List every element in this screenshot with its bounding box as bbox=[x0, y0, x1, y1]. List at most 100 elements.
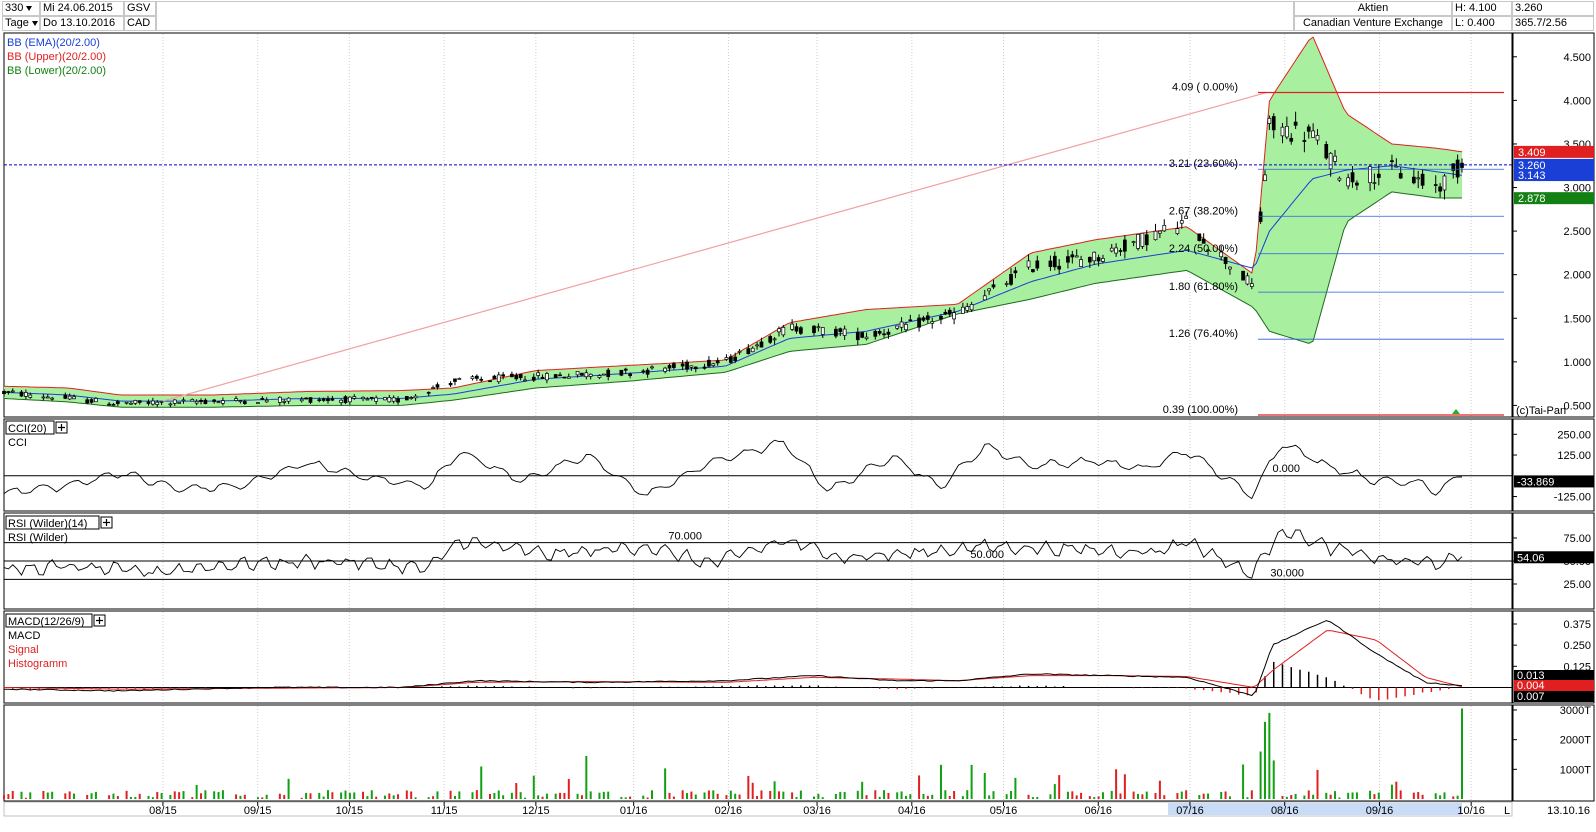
candle-body bbox=[1311, 130, 1315, 138]
extra-value: 365.7/2.56 bbox=[1512, 16, 1594, 31]
candle-body bbox=[838, 328, 843, 332]
candle-body bbox=[1223, 256, 1228, 265]
candle-body bbox=[531, 376, 536, 381]
candle-body bbox=[352, 396, 357, 399]
candle-body bbox=[540, 376, 545, 379]
candle-body bbox=[343, 396, 348, 404]
fibonacci-label: 2.24 (50.00%) bbox=[1169, 243, 1238, 255]
candle-body bbox=[518, 373, 523, 379]
fibonacci-label: 3.21 (23.60%) bbox=[1169, 158, 1238, 170]
cci-axis-label: 250.00 bbox=[1557, 429, 1591, 441]
candle-body bbox=[1438, 186, 1442, 192]
candle-body bbox=[238, 400, 243, 403]
candle-body bbox=[1079, 259, 1083, 267]
candle-body bbox=[755, 344, 759, 347]
candle-body bbox=[939, 316, 943, 320]
fibonacci-label: 1.26 (76.40%) bbox=[1169, 328, 1238, 340]
candle-body bbox=[523, 379, 527, 382]
period-select[interactable]: Tage bbox=[2, 16, 40, 31]
candle-body bbox=[1368, 166, 1372, 184]
candle-body bbox=[115, 401, 120, 404]
candle-body bbox=[317, 399, 322, 402]
candle-body bbox=[895, 325, 900, 329]
x-axis-mode: L bbox=[1504, 805, 1510, 817]
candle-body bbox=[133, 400, 138, 404]
rsi-level-label: 30.000 bbox=[1270, 567, 1304, 579]
candle-body bbox=[834, 328, 838, 337]
candle-body bbox=[1118, 250, 1123, 252]
candle-body bbox=[365, 398, 370, 401]
candle-body bbox=[111, 403, 116, 406]
candle-body bbox=[501, 374, 505, 377]
volume-panel-axis bbox=[1512, 704, 1595, 802]
date-selection-range bbox=[1168, 803, 1462, 815]
candle-body bbox=[203, 399, 208, 405]
cci-line bbox=[3, 439, 1463, 500]
candle-body bbox=[457, 378, 462, 380]
copyright-label: (c)Tai-Pan bbox=[1516, 405, 1566, 417]
candle-body bbox=[1289, 137, 1294, 142]
candle-body bbox=[1337, 177, 1342, 181]
macd-value-tag bbox=[1514, 691, 1594, 702]
symbol-select[interactable]: 330 bbox=[2, 1, 40, 16]
candle-body bbox=[1057, 265, 1062, 270]
candle-body bbox=[1158, 230, 1162, 234]
candle-body bbox=[1179, 220, 1184, 224]
candle-body bbox=[212, 399, 217, 402]
candle-body bbox=[882, 333, 886, 336]
candle-body bbox=[479, 378, 484, 381]
candle-body bbox=[759, 341, 764, 348]
candle-body bbox=[711, 363, 716, 366]
currency: CAD bbox=[124, 16, 156, 31]
price-axis-label: 3.000 bbox=[1563, 183, 1591, 195]
candle-body bbox=[369, 396, 374, 399]
candle-body bbox=[383, 397, 387, 401]
x-axis-label: 11/15 bbox=[431, 805, 458, 817]
candle-body bbox=[475, 375, 479, 379]
candle-body bbox=[409, 397, 414, 399]
macd-value-tag bbox=[1514, 680, 1594, 691]
rsi-value-text: 54.06 bbox=[1517, 552, 1545, 564]
cci-axis-label: 125.00 bbox=[1557, 450, 1591, 462]
x-axis-label: 10/16 bbox=[1457, 805, 1485, 817]
candle-body bbox=[1451, 163, 1456, 171]
candle-body bbox=[348, 396, 352, 403]
plus-icon bbox=[58, 424, 65, 431]
fibonacci-label: 0.39 (100.00%) bbox=[1163, 404, 1238, 416]
candle-body bbox=[566, 376, 571, 379]
candle-body bbox=[908, 319, 913, 322]
candle-body bbox=[1328, 152, 1333, 170]
candle-body bbox=[1101, 258, 1105, 262]
candle-body bbox=[1285, 126, 1289, 138]
candle-body bbox=[943, 311, 948, 315]
candle-body bbox=[1162, 224, 1167, 232]
x-axis-label: 07/16 bbox=[1176, 805, 1204, 817]
date-to: Do 13.10.2016 bbox=[40, 16, 124, 31]
price-axis-label: 1.500 bbox=[1563, 313, 1591, 325]
candle-body bbox=[492, 375, 497, 380]
price-tag-upper bbox=[1514, 145, 1594, 158]
candle-body bbox=[339, 399, 343, 403]
candle-body bbox=[601, 373, 606, 376]
bollinger-ema-line bbox=[3, 165, 1463, 402]
candle-body bbox=[308, 397, 313, 403]
candle-body bbox=[873, 330, 878, 337]
cci-zero-label: 0.000 bbox=[1272, 463, 1300, 475]
macd-axis-label: 0.375 bbox=[1563, 619, 1591, 631]
candle-body bbox=[1136, 233, 1140, 249]
candle-body bbox=[1175, 228, 1180, 234]
candle-body bbox=[965, 306, 970, 311]
candle-body bbox=[628, 373, 632, 376]
candle-body bbox=[1372, 182, 1377, 184]
candle-body bbox=[645, 369, 650, 375]
candle-body bbox=[63, 394, 68, 399]
candle-body bbox=[242, 401, 247, 404]
price-axis-label: 4.000 bbox=[1563, 95, 1591, 107]
candle-body bbox=[641, 370, 646, 373]
candle-body bbox=[190, 399, 195, 402]
volume-axis-label: 1000T bbox=[1560, 764, 1591, 776]
candle-body bbox=[733, 356, 738, 362]
candle-body bbox=[1258, 211, 1263, 222]
candle-body bbox=[41, 396, 46, 399]
plus-icon bbox=[96, 617, 103, 624]
